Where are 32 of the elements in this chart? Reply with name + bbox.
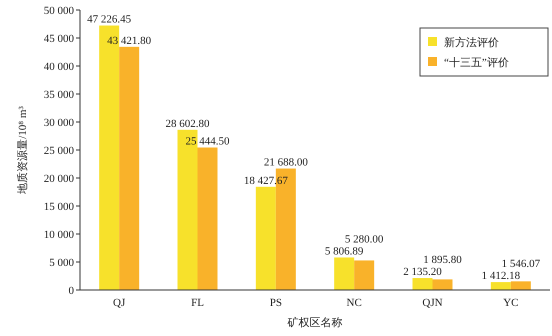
data-label: 43 421.80	[107, 34, 152, 47]
data-label: 2 135.20	[403, 266, 442, 278]
x-tick-label: FL	[191, 297, 204, 309]
data-label: 25 444.50	[186, 136, 230, 148]
data-label: 5 280.00	[344, 233, 384, 246]
y-tick-label: 15 000	[44, 201, 74, 213]
x-tick-label: QJ	[113, 297, 126, 309]
x-tick-label: NC	[346, 297, 362, 309]
data-label: 1 895.80	[423, 254, 462, 266]
y-tick-label: 20 000	[44, 173, 74, 185]
data-label: 21 688.00	[264, 156, 308, 169]
y-tick-label: 25 000	[44, 145, 74, 157]
y-tick-label: 10 000	[44, 229, 74, 241]
y-tick-label: 45 000	[44, 33, 74, 45]
y-tick-label: 5 000	[49, 257, 74, 269]
y-tick-label: 35 000	[44, 89, 74, 101]
y-axis-title: 地质资源量/10⁸ m³	[16, 106, 29, 195]
x-tick-label: YC	[503, 297, 518, 309]
data-label: 5 806.89	[324, 245, 364, 258]
y-tick-label: 30 000	[44, 117, 74, 129]
data-label: 47 226.45	[87, 14, 132, 26]
legend-label: “十三五”评价	[444, 56, 509, 69]
x-tick-label: PS	[270, 297, 282, 309]
legend-label: 新方法评价	[444, 36, 499, 49]
y-tick-label: 40 000	[44, 61, 74, 73]
data-label: 1 546.07	[502, 258, 541, 270]
x-tick-label: QJN	[422, 297, 443, 309]
x-axis-title: 矿权区名称	[286, 316, 342, 329]
y-tick-label: 0	[68, 285, 74, 297]
data-label: 1 412.18	[482, 270, 521, 282]
y-tick-label: 50 000	[44, 5, 74, 17]
data-label: 28 602.80	[166, 118, 210, 130]
